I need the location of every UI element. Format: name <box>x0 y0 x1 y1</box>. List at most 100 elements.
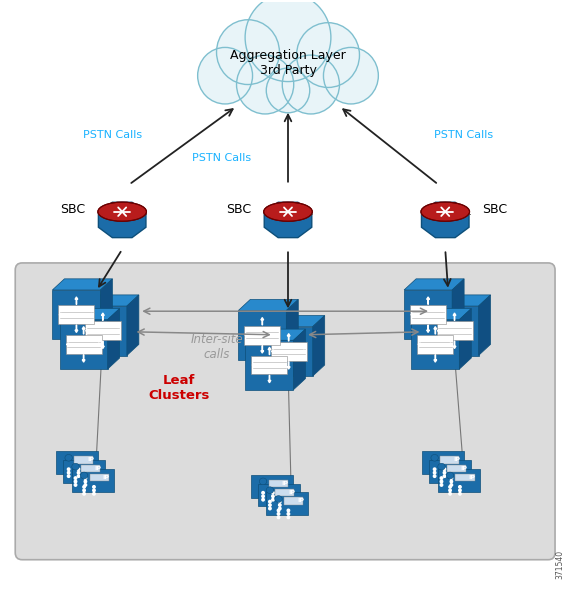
Ellipse shape <box>245 0 331 82</box>
FancyBboxPatch shape <box>66 335 101 354</box>
Circle shape <box>67 471 70 474</box>
FancyBboxPatch shape <box>440 456 459 464</box>
FancyBboxPatch shape <box>244 326 281 345</box>
Circle shape <box>272 492 274 494</box>
Circle shape <box>287 516 290 519</box>
FancyBboxPatch shape <box>410 305 446 324</box>
Text: Leaf
Clusters: Leaf Clusters <box>149 374 210 402</box>
FancyArrow shape <box>453 313 456 320</box>
Text: SBC: SBC <box>60 203 85 216</box>
Text: IP: IP <box>94 466 101 471</box>
Text: IP: IP <box>297 499 304 503</box>
FancyArrow shape <box>287 362 290 369</box>
FancyArrow shape <box>268 347 271 355</box>
Circle shape <box>262 492 264 494</box>
FancyArrow shape <box>245 334 252 337</box>
Circle shape <box>272 498 274 501</box>
FancyBboxPatch shape <box>456 474 475 481</box>
Circle shape <box>279 500 281 503</box>
Circle shape <box>433 471 436 474</box>
Polygon shape <box>79 295 139 306</box>
FancyArrow shape <box>465 329 472 332</box>
Circle shape <box>458 493 461 495</box>
Circle shape <box>458 486 461 488</box>
Text: IP: IP <box>460 466 467 471</box>
Circle shape <box>74 477 77 479</box>
Circle shape <box>272 495 274 498</box>
FancyArrow shape <box>82 327 85 334</box>
Circle shape <box>77 471 79 474</box>
Circle shape <box>287 512 290 515</box>
FancyBboxPatch shape <box>417 335 453 354</box>
FancyBboxPatch shape <box>447 465 466 473</box>
Circle shape <box>83 486 85 488</box>
Polygon shape <box>411 308 471 320</box>
FancyArrow shape <box>86 329 93 332</box>
Ellipse shape <box>259 478 267 484</box>
FancyArrow shape <box>287 334 290 341</box>
Polygon shape <box>411 320 459 369</box>
Polygon shape <box>72 469 113 492</box>
Text: SBC: SBC <box>226 203 251 216</box>
FancyArrow shape <box>411 313 418 316</box>
FancyArrow shape <box>66 343 74 346</box>
Circle shape <box>77 468 79 470</box>
Polygon shape <box>429 460 471 483</box>
Polygon shape <box>59 320 108 369</box>
Polygon shape <box>479 295 491 355</box>
FancyBboxPatch shape <box>437 321 472 340</box>
FancyBboxPatch shape <box>81 465 100 473</box>
FancyBboxPatch shape <box>268 480 287 487</box>
Text: Inter-site
calls: Inter-site calls <box>190 333 243 361</box>
Text: SBC: SBC <box>483 203 507 216</box>
Circle shape <box>268 500 271 503</box>
Polygon shape <box>422 202 469 238</box>
Text: PSTN Calls: PSTN Calls <box>83 130 142 139</box>
Polygon shape <box>459 308 471 369</box>
FancyArrow shape <box>271 350 279 353</box>
Circle shape <box>93 486 95 488</box>
Circle shape <box>450 480 453 483</box>
Text: IP: IP <box>289 490 295 495</box>
Polygon shape <box>257 483 300 506</box>
Circle shape <box>279 504 281 506</box>
Ellipse shape <box>98 202 146 221</box>
Ellipse shape <box>72 463 79 470</box>
Ellipse shape <box>266 487 274 493</box>
Text: PSTN Calls: PSTN Calls <box>192 153 251 163</box>
Circle shape <box>444 471 446 474</box>
Polygon shape <box>127 295 139 355</box>
Text: IP: IP <box>453 457 460 462</box>
Text: IP: IP <box>469 475 476 480</box>
Ellipse shape <box>431 454 438 461</box>
FancyArrow shape <box>299 350 306 353</box>
FancyBboxPatch shape <box>252 356 287 374</box>
Circle shape <box>74 480 77 483</box>
Polygon shape <box>63 460 105 483</box>
Ellipse shape <box>446 472 454 479</box>
Circle shape <box>433 475 436 477</box>
FancyArrow shape <box>86 313 94 316</box>
Polygon shape <box>79 306 127 355</box>
Circle shape <box>450 484 453 486</box>
Polygon shape <box>430 295 491 306</box>
FancyArrow shape <box>434 327 437 334</box>
Ellipse shape <box>421 202 469 221</box>
FancyArrow shape <box>418 343 425 346</box>
FancyBboxPatch shape <box>271 342 306 361</box>
Polygon shape <box>108 308 120 369</box>
Polygon shape <box>100 279 112 339</box>
Circle shape <box>277 509 280 512</box>
Text: Aggregation Layer
3rd Party: Aggregation Layer 3rd Party <box>230 49 346 76</box>
FancyArrow shape <box>82 355 85 362</box>
Circle shape <box>440 480 443 483</box>
Circle shape <box>458 489 461 492</box>
FancyArrow shape <box>268 375 271 383</box>
Circle shape <box>440 477 443 479</box>
Circle shape <box>84 484 86 486</box>
FancyBboxPatch shape <box>85 321 121 340</box>
Polygon shape <box>52 290 100 339</box>
FancyBboxPatch shape <box>89 474 108 481</box>
Circle shape <box>67 475 70 477</box>
FancyArrow shape <box>101 313 104 320</box>
